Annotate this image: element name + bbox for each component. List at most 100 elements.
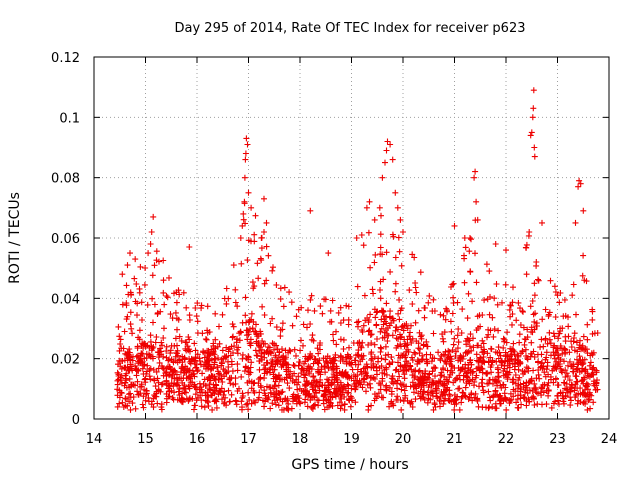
data-point (490, 380, 496, 387)
data-point (179, 379, 186, 386)
data-point (508, 348, 514, 355)
data-point (398, 305, 405, 312)
data-point (134, 300, 141, 307)
data-point (337, 336, 344, 343)
data-point (124, 262, 131, 269)
data-point (194, 367, 201, 373)
data-point (132, 256, 139, 263)
data-point (562, 392, 569, 399)
data-point (245, 329, 252, 336)
data-point (327, 393, 334, 400)
data-point (259, 303, 266, 310)
data-point (451, 401, 458, 408)
data-point (355, 347, 362, 354)
data-point (445, 378, 452, 385)
data-point (284, 380, 291, 387)
data-point (529, 114, 536, 121)
data-point (579, 377, 586, 384)
data-point (179, 353, 186, 360)
data-point (544, 382, 551, 389)
data-point (245, 353, 252, 360)
data-point (328, 379, 335, 386)
data-point (560, 398, 567, 405)
data-point (182, 369, 188, 376)
data-point (263, 243, 270, 250)
data-point (166, 274, 172, 281)
data-point (204, 376, 211, 383)
x-axis-label: GPS time / hours (291, 457, 408, 473)
data-point (212, 336, 219, 343)
data-point (257, 374, 264, 381)
data-point (479, 376, 486, 383)
data-point (570, 338, 577, 345)
x-tick-label: 17 (240, 432, 257, 447)
data-point (263, 219, 270, 226)
data-point (146, 373, 153, 380)
data-point (188, 357, 195, 364)
data-point (562, 333, 569, 340)
data-point (215, 370, 222, 377)
data-point (120, 404, 127, 410)
data-point (360, 352, 367, 359)
x-tick-label: 15 (137, 432, 154, 447)
data-point (526, 398, 533, 405)
data-point (377, 295, 384, 302)
data-point (380, 394, 387, 401)
data-point (433, 385, 440, 392)
data-point (204, 399, 211, 406)
data-point (213, 396, 220, 403)
data-point (386, 403, 393, 410)
data-point (304, 403, 311, 410)
data-point (321, 391, 328, 398)
data-point (167, 311, 174, 318)
data-point (152, 339, 159, 346)
data-point (246, 396, 253, 403)
data-point (122, 375, 129, 382)
data-point (205, 403, 212, 409)
data-point (264, 368, 271, 375)
data-point (278, 389, 285, 396)
data-point (486, 268, 493, 275)
data-point (244, 141, 251, 148)
data-point (126, 384, 133, 391)
data-point (270, 363, 276, 370)
data-point (411, 349, 418, 356)
data-point (368, 402, 375, 409)
data-point (421, 314, 428, 321)
data-point (425, 395, 432, 402)
data-point (178, 337, 185, 344)
data-point (236, 337, 243, 344)
data-point (449, 310, 456, 317)
data-point (114, 392, 121, 399)
data-point (464, 315, 471, 322)
data-point (220, 366, 227, 373)
data-point (580, 207, 587, 214)
data-point (359, 356, 366, 363)
data-point (487, 397, 494, 404)
data-point (470, 344, 477, 351)
data-point (127, 309, 134, 316)
data-point (370, 290, 377, 297)
data-point (519, 368, 526, 374)
data-point (317, 376, 324, 383)
data-point (353, 235, 360, 241)
data-point (267, 320, 274, 327)
data-point (263, 277, 270, 284)
data-point (467, 331, 474, 338)
data-point (269, 267, 276, 274)
data-point (507, 398, 514, 404)
data-point (572, 372, 579, 379)
data-point (349, 366, 356, 373)
grid-lines (94, 57, 609, 419)
data-point (551, 283, 558, 290)
data-point (557, 390, 564, 397)
data-point (389, 376, 396, 382)
data-point (173, 381, 180, 388)
data-point (352, 361, 359, 368)
data-point (495, 344, 502, 351)
data-point (245, 406, 252, 413)
data-point (467, 235, 473, 241)
data-point (531, 318, 538, 325)
data-point (223, 344, 230, 351)
